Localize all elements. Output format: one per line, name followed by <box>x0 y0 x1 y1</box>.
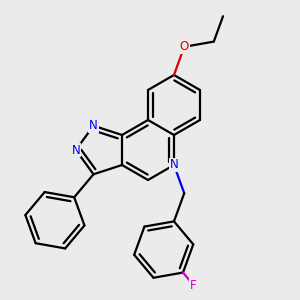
Text: F: F <box>190 279 197 292</box>
Text: O: O <box>180 40 189 53</box>
Text: N: N <box>169 158 178 172</box>
Text: N: N <box>71 143 80 157</box>
Text: N: N <box>89 119 98 132</box>
